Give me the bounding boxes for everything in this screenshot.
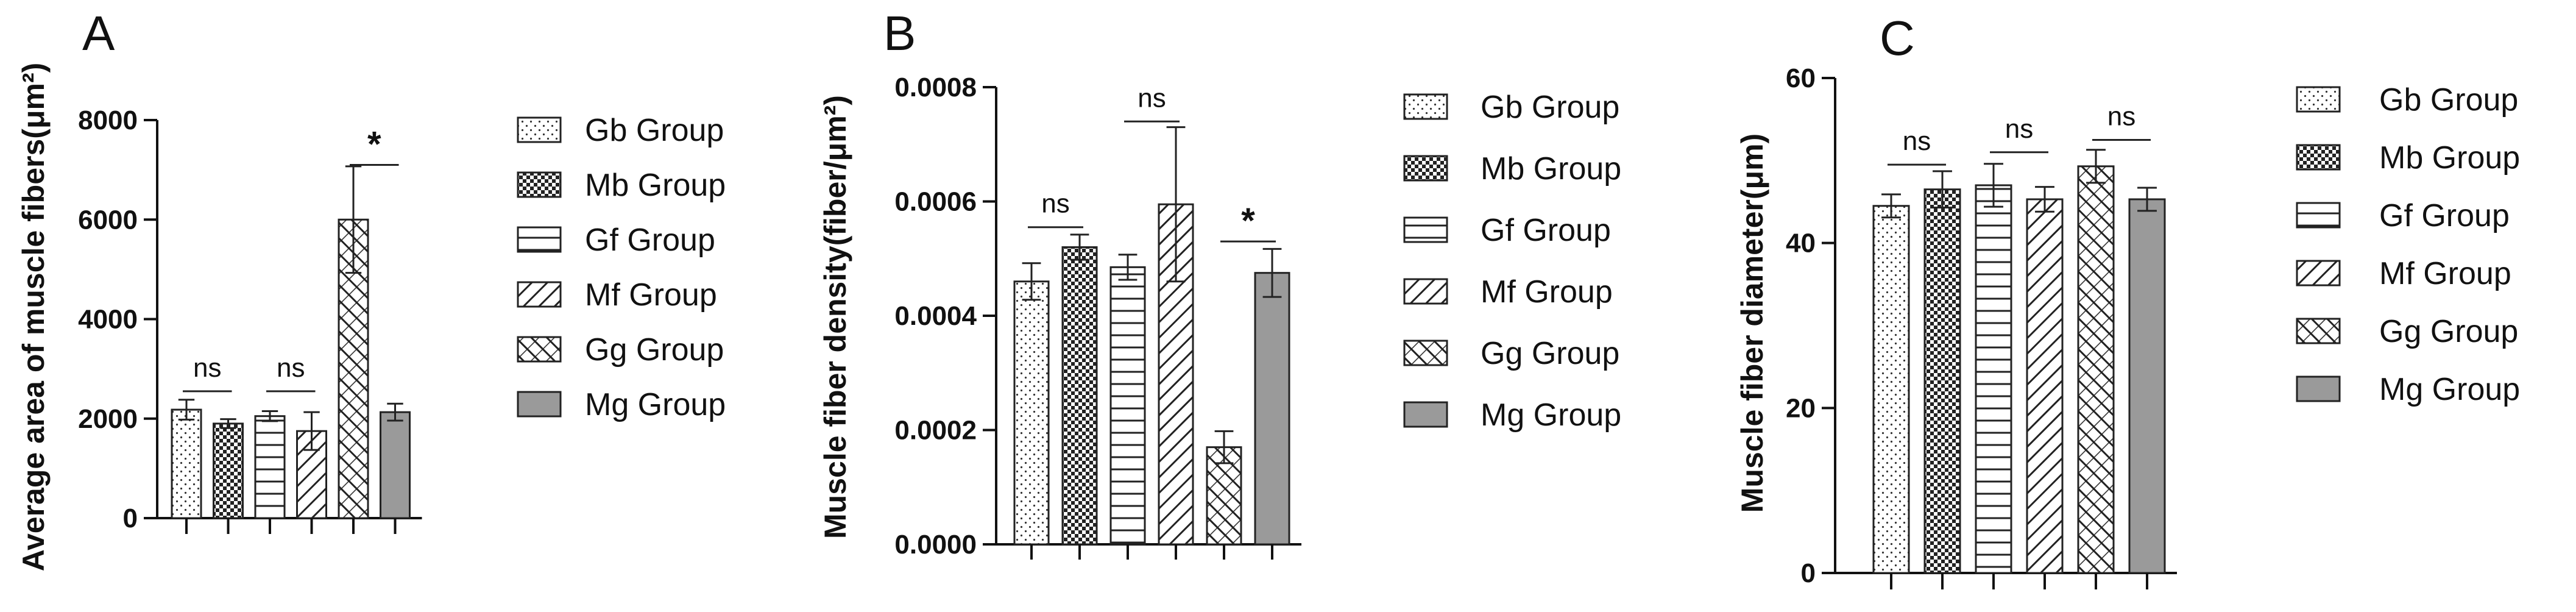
y-tick-label: 0.0008 [894, 73, 977, 102]
bar-mb-group [213, 422, 244, 519]
y-tick-label: 6000 [78, 205, 138, 235]
y-tick-label: 0.0000 [894, 530, 977, 560]
y-tick-label: 60 [1786, 63, 1816, 93]
legend-label-mg-group: Mg Group [2379, 372, 2520, 407]
panel-letter-a: A [82, 6, 115, 60]
bar-mg-group [1254, 272, 1290, 546]
significance-star: * [1241, 201, 1255, 241]
significance-ns: ns [1903, 126, 1931, 156]
legend-swatch-mb-group [2296, 144, 2341, 171]
legend-label-mg-group: Mg Group [585, 387, 726, 422]
significance-ns: ns [1041, 189, 1069, 219]
legend-swatch-mb-group [517, 171, 562, 198]
y-tick-label: 20 [1786, 393, 1816, 423]
panel-c-chart: Muscle fiber diameter(μm) 0 20 40 60 ns ns ns Gb… [1735, 63, 2520, 589]
bar-gg-group [2077, 165, 2115, 574]
bar-mg-group [380, 411, 411, 519]
y-tick-label: 40 [1786, 229, 1816, 258]
legend-label-mg-group: Mg Group [1481, 397, 1621, 433]
legend-swatch-gg-group [1403, 340, 1448, 366]
significance-ns: ns [193, 353, 221, 383]
legend-swatch-gb-group [517, 116, 562, 143]
legend-label-gg-group: Gg Group [1481, 336, 1619, 371]
panel-letter-c: C [1880, 11, 1915, 65]
bar-mf-group [2026, 198, 2064, 574]
y-tick-label: 4000 [78, 305, 138, 335]
panel-b-chart: Muscle fiber density(fiber/μm²) 0.0000 0.0… [818, 73, 1621, 560]
significance-ns: ns [2005, 114, 2033, 144]
legend-swatch-mf-group [2296, 260, 2341, 286]
y-tick-label: 0.0006 [894, 187, 977, 217]
significance-ns: ns [1138, 83, 1166, 113]
bar-gb-group [1872, 205, 1910, 574]
bar-gb-group [171, 408, 202, 519]
y-tick-label: 2000 [78, 404, 138, 434]
y-tick-label: 8000 [78, 105, 138, 135]
legend-label-gb-group: Gb Group [1481, 90, 1619, 125]
panel-a-chart: Average area of muscle fibers(μm²) 0 2000 4… [16, 63, 726, 572]
legend-swatch-gg-group [2296, 318, 2341, 344]
y-tick-label: 0 [123, 503, 138, 533]
significance-ns: ns [2107, 102, 2135, 132]
significance-star: * [367, 124, 381, 164]
y-tick-label: 0.0002 [894, 416, 977, 446]
legend-label-mb-group: Mb Group [1481, 151, 1621, 187]
panel-letter-b: B [883, 6, 916, 60]
bar-gf-group [1109, 266, 1146, 546]
legend-label-gg-group: Gg Group [2379, 314, 2518, 349]
legend-swatch-mg-group [517, 391, 562, 418]
legend-label-gf-group: Gf Group [2379, 198, 2510, 233]
bar-gf-group [254, 415, 286, 519]
legend-swatch-gf-group [1403, 216, 1448, 243]
legend-label-mf-group: Mf Group [1481, 274, 1613, 310]
y-axis-label: Muscle fiber diameter(μm) [1735, 133, 1769, 513]
legend-label-gg-group: Gg Group [585, 332, 724, 368]
y-axis-label: Average area of muscle fibers(μm²) [16, 63, 51, 572]
legend-swatch-mb-group [1403, 155, 1448, 182]
legend-swatch-gg-group [517, 336, 562, 363]
legend-label-gb-group: Gb Group [2379, 82, 2518, 118]
bar-mb-group [1923, 188, 1961, 574]
legend-swatch-mg-group [1403, 401, 1448, 428]
legend-swatch-gb-group [2296, 86, 2341, 113]
legend-swatch-gf-group [2296, 202, 2341, 229]
legend-label-mb-group: Mb Group [2379, 140, 2520, 176]
y-tick-label: 0.0004 [894, 301, 977, 331]
y-tick-label: 0 [1801, 558, 1816, 588]
legend-swatch-gb-group [1403, 93, 1448, 120]
bar-mb-group [1061, 246, 1098, 546]
legend-swatch-mf-group [1403, 278, 1448, 305]
legend-label-mf-group: Mf Group [585, 277, 717, 313]
legend-swatch-mf-group [517, 281, 562, 308]
legend-label-mb-group: Mb Group [585, 168, 726, 203]
y-axis-label: Muscle fiber density(fiber/μm²) [818, 95, 852, 539]
legend-label-gf-group: Gf Group [1481, 213, 1611, 248]
bar-mg-group [2128, 198, 2166, 574]
legend-swatch-mg-group [2296, 375, 2341, 402]
legend-label-gf-group: Gf Group [585, 222, 715, 258]
bar-gf-group [1975, 184, 2012, 574]
legend-label-mf-group: Mf Group [2379, 256, 2511, 291]
legend-swatch-gf-group [517, 226, 562, 253]
significance-ns: ns [277, 353, 305, 383]
bar-gb-group [1013, 280, 1050, 546]
legend-label-gb-group: Gb Group [585, 113, 724, 148]
